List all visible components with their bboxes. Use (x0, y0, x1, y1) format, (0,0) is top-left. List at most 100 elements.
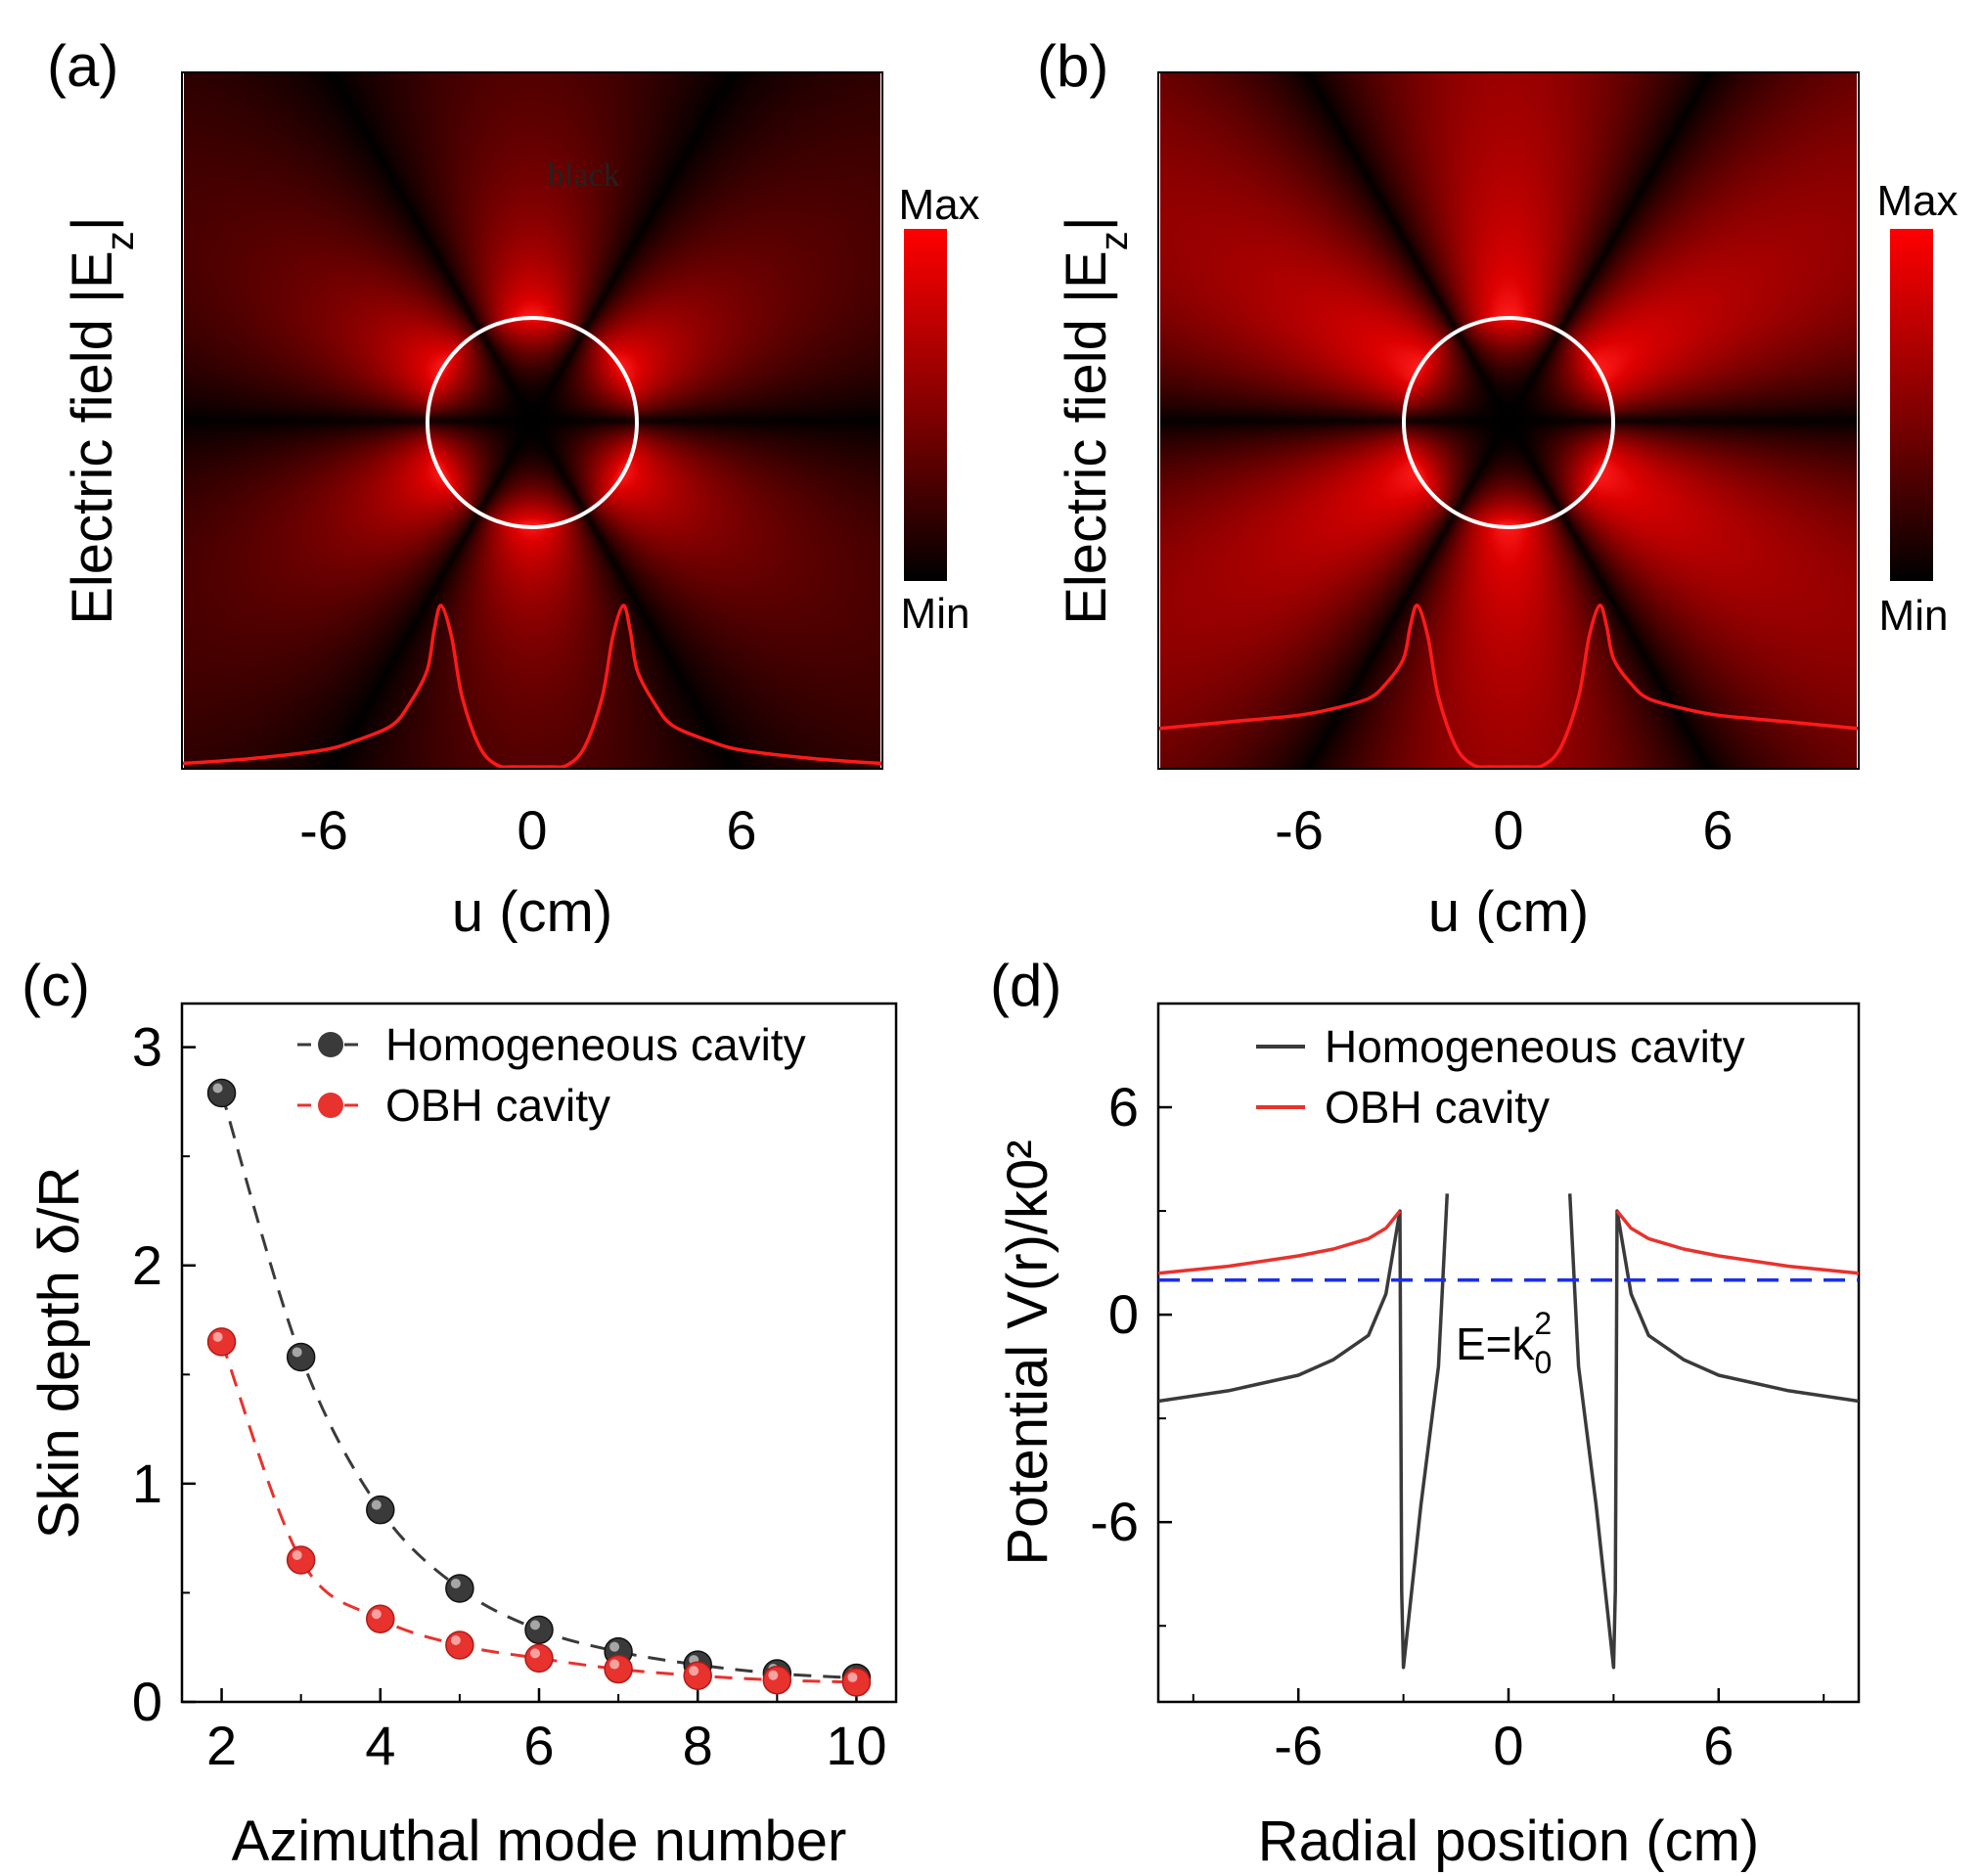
panel-a-field-profile (182, 603, 882, 769)
panel-a-frame (181, 71, 883, 770)
panel-d-legend-label: OBH cavity (1325, 1082, 1550, 1133)
panel-c-ytick-label: 3 (132, 1016, 162, 1078)
panel-c-data-point (683, 1661, 712, 1690)
panel-d-legend: Homogeneous cavity OBH cavity (1256, 1021, 1745, 1133)
panel-c-xtick-label: 6 (523, 1715, 554, 1776)
panel-b-xtick: -6 (1275, 799, 1324, 861)
panel-d-series-line (1158, 1210, 1859, 1275)
panel-c-xtick-label: 10 (826, 1715, 886, 1776)
panel-c-legend-marker (318, 1032, 343, 1057)
panel-b-y-axis-label: Electric field |Ez| (1055, 216, 1136, 625)
panel-b-frame (1157, 71, 1860, 770)
panel-b-colorbar-max: Max (1876, 177, 1958, 225)
panel-a-ylabel-main: Electric field |E (61, 250, 124, 625)
panel-c-data-point (762, 1665, 792, 1695)
panel-d-annotation-sup: 2 (1534, 1306, 1552, 1341)
panel-c-data-point (604, 1654, 633, 1684)
panel-a-cavity-circle (426, 316, 639, 529)
panel-c-data-point (841, 1668, 872, 1697)
panel-c-data-point (206, 1327, 237, 1357)
panel-c-point-highlight (847, 1672, 858, 1682)
panel-d-series-line (1158, 1193, 1859, 1670)
panel-c-plot: 2 4 6 8 10 0 1 2 3 (132, 1002, 898, 1776)
panel-c-point-highlight (371, 1609, 382, 1620)
panel-c-ytick-label: 0 (132, 1671, 162, 1732)
panel-a-stray-text: black (548, 157, 620, 194)
panel-a-y-axis-label: Electric field |Ez| (61, 216, 142, 625)
panel-d-legend-label: Homogeneous cavity (1325, 1021, 1745, 1072)
panel-c-point-highlight (450, 1634, 461, 1645)
panel-c-xtick-label: 4 (365, 1715, 395, 1776)
panel-c-point-highlight (609, 1659, 620, 1670)
panel-c-fit-line (220, 1341, 857, 1684)
panel-b-colorbar: Max Min (1876, 177, 1958, 640)
panel-c-legend: Homogeneous cavity OBH cavity (297, 1019, 806, 1131)
panel-c-data-point (445, 1574, 474, 1603)
panel-b-ylabel-sub: z (1093, 231, 1136, 250)
panel-c-point-highlight (450, 1578, 461, 1588)
panel-b-xtick: 6 (1702, 799, 1733, 861)
panel-a-ylabel-end: | (61, 216, 124, 231)
panel-c-xtick-label: 8 (683, 1715, 713, 1776)
panel-c-point-highlight (212, 1331, 223, 1342)
panel-d-xtick-label: 0 (1493, 1715, 1523, 1776)
panel-d-plot: -6 0 6 -6 0 6 (1090, 1002, 1861, 1776)
panel-b-ylabel-end: | (1055, 216, 1118, 231)
panel-d-label: (d) (990, 953, 1061, 1018)
panel-d-xtick-label: 6 (1703, 1715, 1734, 1776)
panel-c-point-highlight (689, 1666, 699, 1676)
panel-a-colorbar-ramp (904, 229, 947, 581)
panel-d-energy-annotation: E=k0 2 (1456, 1306, 1552, 1380)
panel-c-data-point (366, 1495, 395, 1525)
panel-a-xtick: -6 (299, 799, 348, 861)
panel-d-xtick-label: -6 (1274, 1715, 1323, 1776)
panel-a-heatmap: black (181, 71, 883, 770)
panel-b-field-image (1158, 72, 1859, 769)
panel-a-label: (a) (47, 33, 118, 99)
panel-c-xtick-label: 2 (206, 1715, 237, 1776)
panel-b-x-ticks: -6 0 6 (1275, 799, 1733, 861)
panel-c-point-highlight (212, 1083, 223, 1094)
panel-c-fit-line (220, 1093, 857, 1679)
panel-d-annotation-sub: 0 (1535, 1345, 1553, 1380)
panel-b-colorbar-min: Min (1879, 592, 1949, 640)
panel-c-ytick-label: 1 (132, 1452, 162, 1514)
panel-c-x-axis-label: Azimuthal mode number (232, 1809, 847, 1873)
panel-c-data-point (286, 1342, 316, 1372)
panel-a-x-axis-label: u (cm) (452, 880, 612, 944)
panel-a-colorbar-min: Min (901, 590, 970, 638)
panel-c-point-highlight (292, 1347, 302, 1358)
panel-c-data-point (366, 1604, 395, 1633)
panel-b-heatmap (1157, 71, 1860, 770)
panel-d-ytick-label: 0 (1108, 1283, 1139, 1345)
panel-a-x-ticks: -6 0 6 (299, 799, 756, 861)
panel-b-colorbar-ramp (1890, 229, 1933, 581)
panel-c-point-highlight (530, 1620, 540, 1630)
panel-b-label: (b) (1037, 33, 1108, 99)
panel-c-label: (c) (22, 953, 90, 1018)
panel-c-data-point (206, 1078, 237, 1108)
panel-c-data-point (524, 1615, 554, 1645)
panel-c-point-highlight (530, 1648, 540, 1659)
panel-c-ytick-label: 2 (132, 1234, 162, 1296)
panel-a-ylabel-sub: z (99, 231, 142, 250)
panel-c-y-axis-label: Skin depth δ/R (27, 1167, 91, 1539)
panel-a-xtick: 6 (726, 799, 756, 861)
panel-d-x-axis-label: Radial position (cm) (1258, 1809, 1760, 1873)
panel-b-xtick: 0 (1493, 799, 1523, 861)
panel-b-ylabel-main: Electric field |E (1055, 250, 1118, 625)
panel-c-data-point (286, 1545, 316, 1575)
panel-c-legend-marker (318, 1093, 343, 1118)
panel-c-legend-label: Homogeneous cavity (385, 1019, 806, 1070)
panel-d-annotation-base: E=k (1456, 1318, 1536, 1369)
panel-c-point-highlight (371, 1499, 382, 1510)
panel-a-field-image (182, 72, 882, 769)
panel-c-data-point (445, 1630, 474, 1660)
panel-a-xtick: 0 (517, 799, 547, 861)
panel-c-point-highlight (292, 1549, 302, 1560)
panel-a-colorbar: Max Min (898, 181, 979, 638)
panel-d-ytick-label: 6 (1108, 1076, 1139, 1138)
panel-b-cavity-circle (1402, 316, 1615, 529)
panel-b-field-profile (1158, 603, 1859, 769)
